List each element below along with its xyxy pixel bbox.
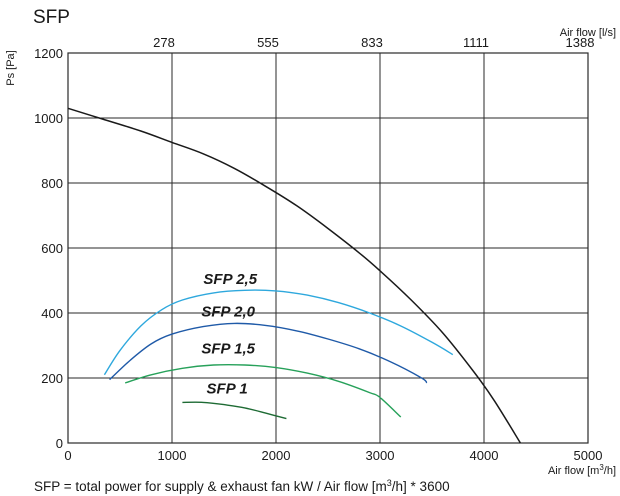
chart-title: SFP bbox=[33, 7, 70, 28]
y-tick-label: 200 bbox=[41, 371, 63, 386]
y-tick-label: 0 bbox=[56, 436, 63, 451]
x2-tick-label: 833 bbox=[361, 35, 383, 50]
grid bbox=[67, 52, 589, 444]
series-label-sfp-2-0: SFP 2,0 bbox=[201, 303, 255, 320]
y-tick-label: 1000 bbox=[34, 111, 63, 126]
x2-tick-label: 1111 bbox=[463, 35, 489, 50]
series-line-sfp-2-5 bbox=[103, 289, 454, 376]
series-line-sfp-1 bbox=[182, 401, 287, 420]
x-tick-label: 0 bbox=[64, 448, 71, 463]
x-axis-label: Air flow [m3/h] bbox=[548, 463, 616, 477]
x2-axis-label: Air flow [l/s] bbox=[560, 27, 616, 39]
x2-tick-label: 278 bbox=[153, 35, 175, 50]
curves bbox=[67, 107, 522, 444]
x-tick-label: 3000 bbox=[366, 448, 395, 463]
y-tick-label: 400 bbox=[41, 306, 63, 321]
x-tick-label: 1000 bbox=[158, 448, 187, 463]
fan-curve-line bbox=[67, 107, 522, 444]
footer-formula: SFP = total power for supply & exhaust f… bbox=[34, 478, 450, 494]
series-label-sfp-1: SFP 1 bbox=[207, 381, 248, 398]
x-tick-label: 2000 bbox=[262, 448, 291, 463]
x-tick-label: 5000 bbox=[574, 448, 603, 463]
y-tick-label: 800 bbox=[41, 176, 63, 191]
y-axis-label: Ps [Pa] bbox=[5, 50, 17, 85]
x2-tick-label: 555 bbox=[257, 35, 279, 50]
series-line-sfp-1-5 bbox=[124, 363, 402, 418]
y-tick-label: 1200 bbox=[34, 46, 63, 61]
y-tick-label: 600 bbox=[41, 241, 63, 256]
series-line-sfp-2-0 bbox=[109, 322, 428, 384]
x-tick-label: 4000 bbox=[470, 448, 499, 463]
x2-tick-label: 1388 bbox=[566, 35, 595, 50]
labels: 0 1000 2000 3000 4000 5000 0 200 400 600 800 1000 12… bbox=[34, 35, 602, 463]
series-label-sfp-2-5: SFP 2,5 bbox=[203, 271, 257, 288]
series-label-sfp-1-5: SFP 1,5 bbox=[201, 341, 255, 358]
